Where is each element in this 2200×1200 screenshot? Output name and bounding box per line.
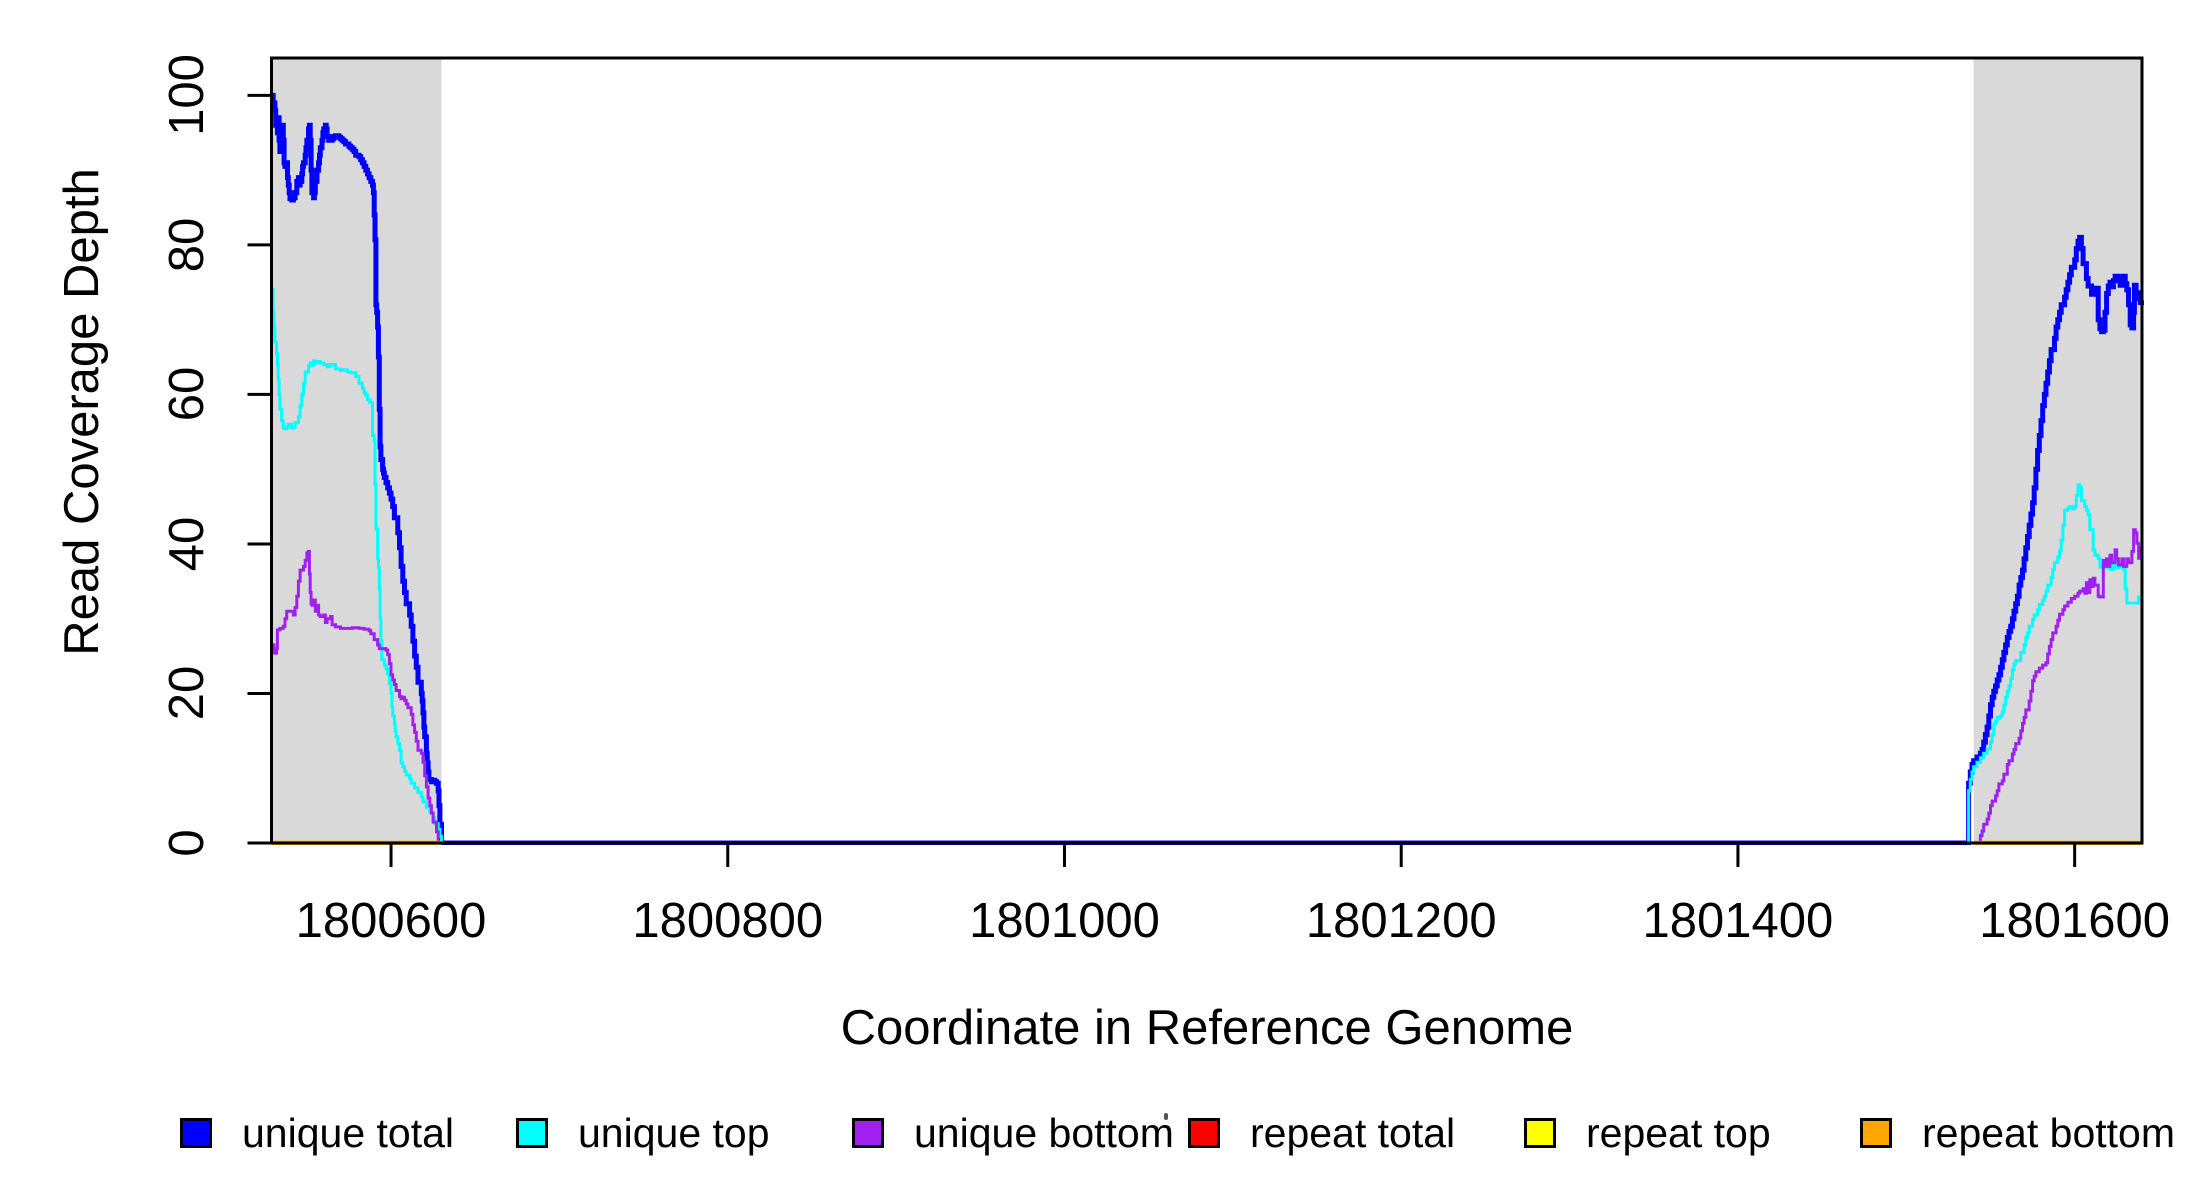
series-unique-total (270, 92, 2144, 845)
legend-item-unique-top: unique top (516, 1108, 770, 1158)
x-axis-title: Coordinate in Reference Genome (840, 1001, 1574, 1055)
shaded-region (271, 58, 442, 843)
x-tick-label: 1801000 (969, 894, 1160, 948)
legend-swatch-icon (852, 1118, 884, 1148)
legend-swatch-icon (180, 1118, 212, 1148)
legend-item-repeat-bottom: repeat bottom (1860, 1108, 2175, 1158)
x-tick-label: 1801600 (1979, 894, 2171, 948)
y-axis-title: Read Coverage Depth (55, 168, 109, 656)
legend-label: unique top (578, 1109, 770, 1156)
speck-artifact (1164, 1113, 1168, 1120)
x-tick-label: 1801400 (1642, 894, 1834, 948)
shaded-region (1973, 58, 2142, 843)
legend-label: repeat bottom (1922, 1109, 2175, 1156)
legend-swatch-icon (1188, 1118, 1220, 1148)
legend-label: repeat total (1250, 1109, 1456, 1156)
y-tick-label: 60 (160, 367, 214, 422)
series-group (270, 92, 2144, 845)
y-tick-label: 100 (160, 54, 214, 137)
y-tick-label: 80 (160, 217, 214, 273)
legend-label: unique bottom (914, 1109, 1174, 1156)
legend-item-repeat-total: repeat total (1188, 1108, 1455, 1158)
series-unique-bottom (271, 528, 2144, 845)
y-tick-label: 20 (160, 666, 214, 721)
legend-swatch-icon (516, 1118, 548, 1148)
legend-label: unique total (242, 1109, 455, 1156)
x-tick-label: 1800600 (295, 894, 487, 948)
legend-item-unique-total: unique total (180, 1108, 454, 1158)
y-tick-label: 40 (160, 516, 214, 572)
x-tick-label: 1801200 (1305, 894, 1497, 948)
legend-label: repeat top (1586, 1109, 1771, 1156)
series-unique-top (271, 288, 2142, 845)
y-tick-label: 0 (160, 829, 214, 857)
plot-border (270, 56, 2144, 845)
x-tick-label: 1800800 (632, 894, 824, 948)
legend-item-unique-bottom: unique bottom (852, 1108, 1174, 1158)
legend-swatch-icon (1860, 1118, 1892, 1148)
legend-swatch-icon (1524, 1118, 1556, 1148)
legend-item-repeat-top: repeat top (1524, 1108, 1771, 1158)
